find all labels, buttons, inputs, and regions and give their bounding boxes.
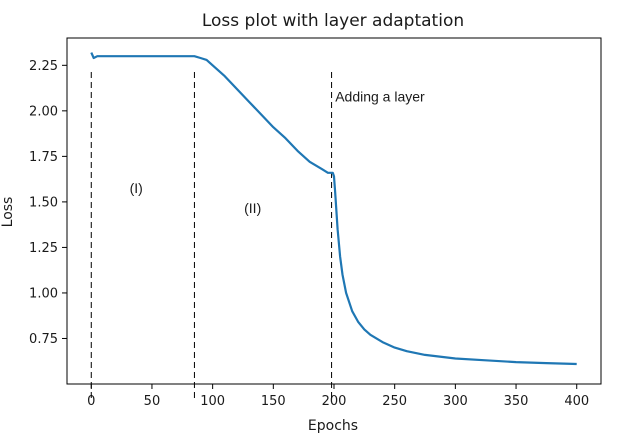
y-tick-label: 0.75 [29,332,58,347]
annotation-phase-one: (I) [130,180,143,196]
x-tick-label: 100 [200,394,225,409]
x-tick-label: 350 [504,394,529,409]
y-tick-label: 1.75 [29,150,58,165]
annotation-phase-two: (II) [244,200,261,216]
chart-title: Loss plot with layer adaptation [202,11,464,31]
x-tick-label: 200 [322,394,347,409]
x-axis-ticks: 0 50 100 150 200 250 300 350 400 [87,384,589,409]
y-axis-label: Loss [0,197,16,228]
annotation-adding-layer: Adding a layer [335,89,425,105]
y-axis-ticks: 0.75 1.00 1.25 1.50 1.75 2.00 2.25 [29,59,67,347]
y-tick-label: 1.00 [29,286,58,301]
y-tick-label: 2.25 [29,59,58,74]
x-tick-label: 300 [443,394,468,409]
loss-series-line [90,52,577,366]
y-tick-label: 1.25 [29,241,58,256]
x-axis-label: Epochs [308,418,358,434]
plot-frame [66,37,602,385]
x-tick-label: 50 [144,394,161,409]
x-tick-label: 0 [87,394,95,409]
y-tick-label: 2.00 [29,104,58,119]
y-tick-label: 1.50 [29,195,58,210]
x-tick-label: 250 [382,394,407,409]
phase-divider-lines [90,72,333,400]
x-tick-label: 150 [261,394,286,409]
x-tick-label: 400 [564,394,589,409]
